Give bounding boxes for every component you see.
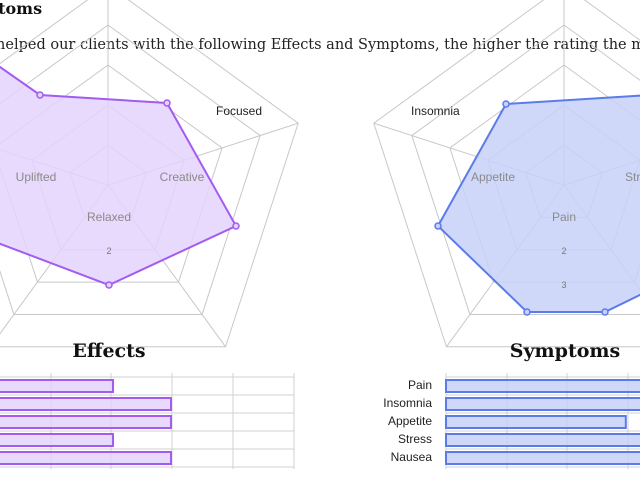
radar-axis-label: Creative bbox=[160, 170, 205, 184]
radar-data-point bbox=[36, 91, 44, 99]
effects-radar-chart: Focused Uplifted Creative Relaxed 2 bbox=[0, 0, 299, 348]
radar-tick-label: 2 bbox=[561, 246, 566, 256]
radar-grid-ring bbox=[0, 0, 299, 348]
effects-bar-chart bbox=[0, 373, 295, 469]
radar-data-point bbox=[601, 308, 609, 316]
bar bbox=[0, 433, 114, 447]
radar-grid-ring bbox=[373, 0, 640, 348]
bar bbox=[445, 415, 627, 429]
radar-axis-label: Focused bbox=[216, 104, 262, 118]
radar-data-area bbox=[436, 94, 640, 313]
category-label: Stress bbox=[398, 432, 432, 446]
category-label: Appetite bbox=[388, 414, 432, 428]
radar-axis-label: Appetite bbox=[471, 170, 515, 184]
radar-tick-label: 2 bbox=[106, 246, 111, 256]
bar bbox=[0, 397, 172, 411]
radar-data-point bbox=[502, 100, 510, 108]
category-label: Nausea bbox=[391, 450, 433, 464]
radar-data-point bbox=[232, 222, 240, 230]
bar bbox=[0, 451, 172, 465]
bar bbox=[445, 451, 640, 465]
bar bbox=[0, 415, 172, 429]
radar-axis-label: Relaxed bbox=[87, 210, 131, 224]
intro-text: s helped our clients with the following … bbox=[0, 37, 640, 53]
symptoms-bar-chart: Pain Insomnia Appetite Stress Nausea bbox=[383, 373, 640, 469]
effects-chart-title: Effects bbox=[72, 340, 146, 362]
bar bbox=[445, 397, 640, 411]
category-label: Insomnia bbox=[383, 396, 432, 410]
bar bbox=[445, 379, 640, 393]
section-heading: mptoms bbox=[0, 0, 43, 18]
radar-grid-ring bbox=[0, 24, 261, 315]
bar bbox=[0, 379, 114, 393]
radar-axis-label: Uplifted bbox=[16, 170, 57, 184]
radar-data-point bbox=[105, 281, 113, 289]
radar-tick-label: 3 bbox=[561, 280, 566, 290]
radar-data-point bbox=[523, 308, 531, 316]
symptoms-radar-chart: Insomnia Appetite Str Pain 2 3 bbox=[373, 0, 640, 348]
radar-axis-label: Insomnia bbox=[411, 104, 460, 118]
radar-axis-label: Pain bbox=[552, 210, 576, 224]
radar-data-point bbox=[163, 99, 171, 107]
radar-data-point bbox=[434, 222, 442, 230]
bar bbox=[445, 433, 640, 447]
radar-grid-ring bbox=[411, 24, 640, 315]
category-label: Pain bbox=[408, 378, 432, 392]
symptoms-chart-title: Symptoms bbox=[509, 340, 621, 362]
radar-axis-label: Str bbox=[625, 170, 640, 184]
